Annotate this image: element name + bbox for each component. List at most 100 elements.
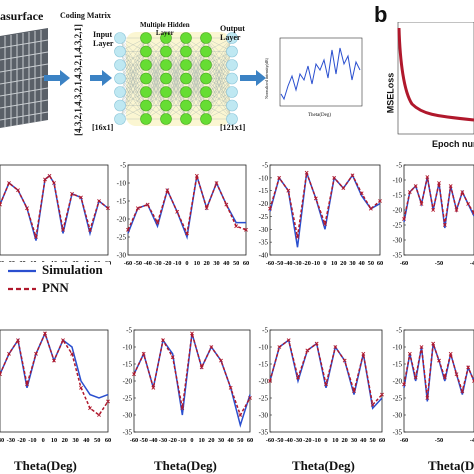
pnn-point bbox=[0, 372, 2, 377]
pnn-point bbox=[244, 227, 248, 232]
pnn-point bbox=[402, 382, 406, 387]
pnn-point bbox=[238, 413, 243, 417]
pnn-point bbox=[268, 206, 272, 211]
pnn-point bbox=[431, 208, 436, 212]
neuron bbox=[226, 113, 238, 125]
pnn-point bbox=[380, 392, 384, 397]
x-tick-label: 30 bbox=[349, 260, 355, 267]
y-tick-label: -25 bbox=[259, 213, 269, 221]
legend-pnn-label: PNN bbox=[42, 280, 69, 295]
y-tick-label: -10 bbox=[393, 344, 403, 352]
x-tick-label: 60 bbox=[243, 260, 249, 267]
x-tick-label: -60 bbox=[266, 437, 274, 444]
hidden-layer-label-line2: Layer bbox=[155, 29, 174, 37]
x-tick-label: 50 bbox=[233, 260, 239, 267]
x-tick-label: 60 bbox=[247, 437, 253, 444]
neuron bbox=[140, 99, 152, 112]
y-tick-label: -15 bbox=[393, 361, 403, 369]
pnn-point bbox=[466, 365, 471, 370]
x-tick-label: -40 bbox=[470, 260, 474, 267]
pnn-point bbox=[460, 190, 465, 194]
arrow-icon bbox=[90, 70, 112, 86]
x-tick-label: 0 bbox=[190, 437, 193, 444]
y-tick-label: -10 bbox=[393, 177, 403, 185]
neuron bbox=[140, 45, 152, 58]
pnn-point bbox=[34, 351, 38, 356]
x-tick-label: -50 bbox=[134, 260, 142, 267]
neuron bbox=[114, 32, 126, 44]
pnn-point bbox=[132, 372, 136, 377]
pnn-point bbox=[352, 389, 356, 394]
pnn-point bbox=[79, 385, 83, 390]
pnn-point bbox=[425, 396, 430, 400]
pnn-point bbox=[0, 202, 2, 207]
y-tick-label: -30 bbox=[259, 412, 269, 420]
neuron bbox=[160, 113, 172, 125]
pnn-point bbox=[361, 351, 366, 356]
plot-frame bbox=[269, 329, 383, 433]
x-tick-label: -60 bbox=[124, 260, 132, 267]
x-tick-label: 40 bbox=[223, 260, 229, 267]
x-tick-label: 10 bbox=[194, 260, 200, 267]
x-tick-label: 20 bbox=[208, 437, 214, 444]
neuron bbox=[226, 32, 238, 44]
pnn-point bbox=[472, 379, 474, 383]
y-tick-label: -40 bbox=[259, 252, 269, 260]
x-tick-label: 10 bbox=[331, 260, 337, 267]
pnn-point bbox=[350, 173, 355, 178]
pnn-point bbox=[304, 170, 309, 175]
pnn-point bbox=[180, 406, 185, 411]
pnn-point bbox=[437, 181, 441, 185]
pnn-point bbox=[296, 375, 300, 380]
pnn-point bbox=[342, 358, 347, 363]
pnn-point bbox=[431, 341, 436, 346]
pnn-point bbox=[97, 199, 101, 203]
y-tick-label: -35 bbox=[259, 429, 269, 437]
y-tick-label: -5 bbox=[396, 162, 402, 170]
pnn-point bbox=[97, 413, 101, 417]
neuron bbox=[160, 32, 172, 44]
output-dim-label: [121x1] bbox=[220, 123, 246, 132]
y-tick-label: -30 bbox=[393, 237, 403, 245]
neuron bbox=[140, 86, 152, 98]
x-tick-label: -10 bbox=[178, 437, 186, 444]
y-tick-label: -30 bbox=[259, 226, 269, 234]
x-tick-label: -20 bbox=[163, 260, 171, 267]
x-tick-label: 20 bbox=[204, 260, 210, 267]
plot-frame bbox=[269, 164, 381, 256]
neuron bbox=[226, 72, 238, 85]
pnn-point bbox=[286, 188, 291, 193]
y-tick-label: -25 bbox=[117, 234, 127, 242]
pnn-point bbox=[161, 338, 165, 343]
pnn-point bbox=[7, 181, 11, 185]
x-tick-label: -50 bbox=[139, 437, 147, 444]
x-tick-label: 10 bbox=[51, 437, 57, 444]
neuron bbox=[114, 45, 126, 58]
x-tick-label: -50 bbox=[435, 437, 443, 444]
y-tick-label: -15 bbox=[259, 361, 269, 369]
pnn-point bbox=[126, 227, 130, 232]
input-layer-label: Input Layer bbox=[93, 30, 113, 48]
pnn-point bbox=[194, 173, 199, 178]
hidden-layer-label: Multiple Hidden Layer bbox=[140, 21, 190, 37]
pnn-point bbox=[209, 345, 214, 349]
y-tick-label: -10 bbox=[117, 180, 127, 188]
pnn-point bbox=[190, 331, 194, 336]
pnn-point bbox=[419, 202, 424, 206]
pnn-point bbox=[370, 402, 375, 407]
x-tick-label: -60 bbox=[266, 260, 274, 267]
x-tick-label: -60 bbox=[130, 437, 138, 444]
neuron bbox=[200, 45, 212, 58]
neuron bbox=[140, 32, 152, 44]
pnn-point bbox=[16, 188, 20, 193]
pnn-point bbox=[214, 181, 219, 185]
plot-row2-col1: -40-30-20-10 0 10 20 30 40 50 60 bbox=[0, 329, 111, 444]
y-tick-label: -20 bbox=[259, 378, 269, 386]
pnn-point bbox=[47, 173, 52, 178]
pnn-point bbox=[135, 206, 140, 211]
pnn-point bbox=[359, 191, 364, 196]
neuron bbox=[160, 59, 172, 71]
pnn-point bbox=[313, 196, 318, 201]
y-tick-label: -5 bbox=[262, 162, 268, 170]
